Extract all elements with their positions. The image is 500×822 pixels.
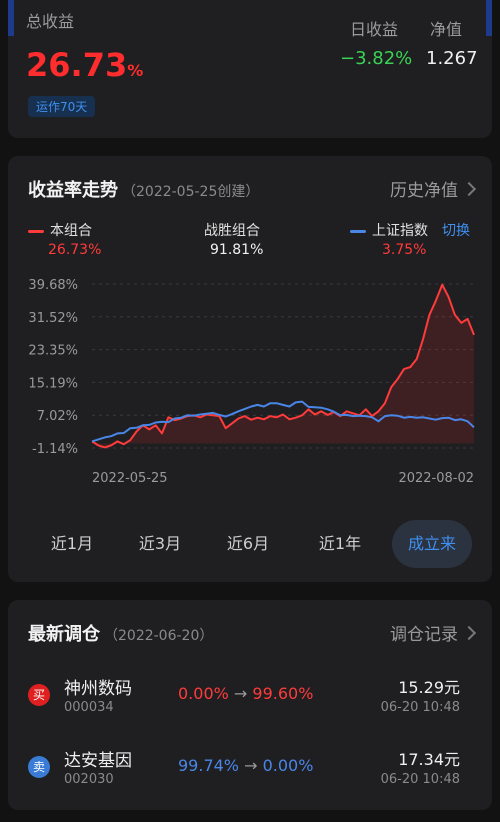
rebalance-item[interactable]: 买 神州数码 000034 0.00% → 99.60% 15.29元 06-2… [8, 666, 492, 726]
trade-price: 17.34元 [398, 750, 460, 769]
sell-badge-icon: 卖 [28, 756, 50, 778]
chart-title-row: 收益率走势 （2022-05-25创建） [28, 176, 259, 202]
return-trend-card: 收益率走势 （2022-05-25创建） 历史净值 本组合 26.73% 战胜组合… [8, 156, 492, 582]
summary-card: 总收益 26.73% 日收益 净值 −3.82% 1.267 运作70天 [8, 0, 492, 138]
rebalance-history-link[interactable]: 调仓记录 [390, 620, 477, 645]
weight-to: 99.60% [252, 684, 314, 703]
stock-code: 002030 [64, 772, 114, 787]
chevron-right-icon [461, 625, 477, 641]
card-edge-decor [8, 0, 14, 36]
beat-value: 91.81% [210, 242, 264, 258]
arrow-right-icon: → [233, 684, 248, 703]
rebalance-history-label: 调仓记录 [390, 625, 458, 645]
index-series-line [91, 400, 475, 443]
y-tick-label: 23.35% [28, 344, 78, 359]
beat-label: 战胜组合 [204, 223, 260, 239]
trade-time: 06-20 10:48 [380, 700, 460, 715]
trade-price: 15.29元 [398, 678, 460, 697]
legend-portfolio-value: 26.73% [48, 242, 102, 258]
history-nav-link[interactable]: 历史净值 [390, 176, 477, 201]
y-tick-label: 31.52% [28, 311, 78, 326]
range-button[interactable]: 近6月 [226, 534, 270, 553]
red-line-icon [28, 229, 44, 233]
legend-index: 上证指数 [350, 220, 428, 240]
range-button[interactable]: 成立来 [392, 520, 472, 568]
weight-change: 0.00% → 99.60% [178, 684, 313, 703]
total-return-label: 总收益 [26, 12, 75, 31]
weight-change: 99.74% → 0.00% [178, 756, 313, 775]
weight-to: 0.00% [262, 756, 314, 775]
y-tick-label: 15.19% [28, 376, 78, 391]
chart-title: 收益率走势 [28, 180, 118, 201]
x-tick-label: 2022-05-25 [92, 471, 168, 486]
rebalance-title: 最新调仓 [28, 624, 100, 645]
switch-index-button[interactable]: 切换 [442, 223, 470, 239]
history-nav-label: 历史净值 [390, 181, 458, 201]
daily-return-value: −3.82% [340, 48, 413, 69]
blue-line-icon [350, 229, 366, 233]
running-days-badge: 运作70天 [28, 96, 96, 117]
rebalance-date: （2022-06-20） [104, 628, 214, 644]
rebalance-card: 最新调仓 （2022-06-20） 调仓记录 买 神州数码 000034 0.00… [8, 600, 492, 810]
arrow-right-icon: → [244, 756, 258, 775]
nav-value: 1.267 [426, 48, 478, 69]
range-button[interactable]: 近3月 [138, 534, 182, 553]
y-tick-label: -1.14% [32, 442, 78, 457]
stock-code: 000034 [64, 700, 114, 715]
portfolio-area-fill [92, 284, 474, 448]
rebalance-item[interactable]: 卖 达安基因 002030 99.74% → 0.00% 17.34元 06-2… [8, 738, 492, 798]
stock-name: 神州数码 [64, 679, 132, 699]
weight-from: 99.74% [178, 756, 240, 775]
card-edge-decor [486, 0, 492, 36]
total-return-value: 26.73% [26, 46, 144, 84]
buy-badge-icon: 买 [28, 684, 50, 706]
legend-index-label: 上证指数 [372, 223, 428, 239]
nav-label: 净值 [430, 20, 463, 39]
x-tick-label: 2022-08-02 [398, 471, 474, 486]
range-button[interactable]: 近1月 [50, 534, 94, 553]
legend-portfolio-label: 本组合 [50, 223, 92, 239]
portfolio-series-line [91, 283, 475, 449]
range-button[interactable]: 近1年 [318, 534, 362, 553]
weight-from: 0.00% [178, 684, 229, 703]
daily-return-label: 日收益 [350, 20, 399, 39]
trade-time: 06-20 10:48 [380, 772, 460, 787]
legend-index-value: 3.75% [382, 242, 427, 258]
y-tick-label: 39.68% [28, 278, 78, 293]
stock-name: 达安基因 [64, 751, 132, 771]
chevron-right-icon [461, 181, 477, 197]
chart-created-date: （2022-05-25创建） [122, 184, 260, 200]
return-line-chart: 39.68% 31.52% 23.35% 15.19% 7.02% -1.14% 2022-… [28, 278, 475, 486]
legend-portfolio: 本组合 [28, 220, 92, 240]
rebalance-title-row: 最新调仓 （2022-06-20） [28, 620, 213, 646]
y-tick-label: 7.02% [37, 409, 78, 424]
